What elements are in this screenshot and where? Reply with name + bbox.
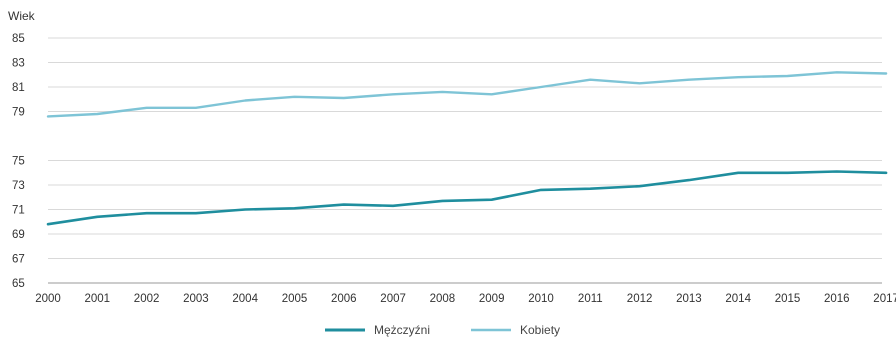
legend-label: Mężczyźni xyxy=(374,323,430,337)
gridlines xyxy=(48,37,882,284)
x-tick-label: 2001 xyxy=(85,293,111,305)
y-tick-label: 67 xyxy=(12,254,25,266)
y-tick-label: 73 xyxy=(12,180,25,192)
y-axis-title: Wiek xyxy=(8,9,36,23)
x-tick-label: 2002 xyxy=(134,293,160,305)
x-tick-label: 2008 xyxy=(430,293,456,305)
y-tick-label: 69 xyxy=(12,229,25,241)
x-axis-ticks: 2000 2001 2002 2003 2004 2005 2006 2007 2008 2009… xyxy=(35,293,896,305)
legend: Mężczyźni Kobiety xyxy=(325,323,560,337)
x-tick-label: 2010 xyxy=(528,293,554,305)
x-tick-label: 2013 xyxy=(676,293,702,305)
x-tick-label: 2015 xyxy=(775,293,801,305)
x-tick-label: 2017 xyxy=(873,293,896,305)
y-tick-label: 81 xyxy=(12,82,25,94)
x-tick-label: 2004 xyxy=(232,293,258,305)
series-line-1 xyxy=(46,170,888,226)
x-tick-label: 2012 xyxy=(627,293,653,305)
y-tick-label: 83 xyxy=(12,58,25,70)
x-tick-label: 2011 xyxy=(578,293,603,305)
y-tick-label: 85 xyxy=(12,33,25,45)
y-tick-label: 71 xyxy=(12,205,25,217)
y-tick-label: 79 xyxy=(12,107,25,119)
x-tick-label: 2016 xyxy=(824,293,850,305)
y-axis-ticks: 65 67 69 71 73 75 79 81 83 85 xyxy=(12,33,25,290)
x-tick-label: 2000 xyxy=(35,293,61,305)
series-lines xyxy=(46,71,888,226)
x-tick-label: 2005 xyxy=(282,293,308,305)
x-tick-label: 2014 xyxy=(725,293,751,305)
x-tick-label: 2009 xyxy=(479,293,505,305)
x-tick-label: 2007 xyxy=(380,293,406,305)
y-tick-label: 65 xyxy=(12,278,25,290)
legend-label: Kobiety xyxy=(520,323,560,337)
x-tick-label: 2006 xyxy=(331,293,357,305)
series-line-2 xyxy=(46,71,888,118)
y-tick-label: 75 xyxy=(12,156,25,168)
x-tick-label: 2003 xyxy=(183,293,209,305)
